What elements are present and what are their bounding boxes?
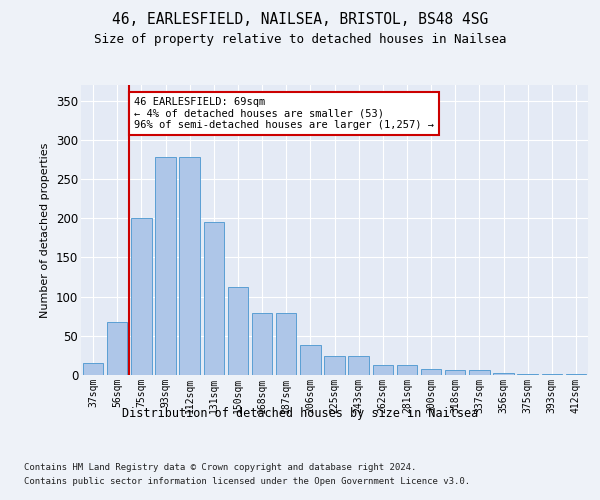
Bar xyxy=(421,368,442,375)
Bar xyxy=(493,372,514,375)
Text: Contains public sector information licensed under the Open Government Licence v3: Contains public sector information licen… xyxy=(24,478,470,486)
Bar xyxy=(324,356,345,375)
Bar xyxy=(517,374,538,375)
Bar xyxy=(469,370,490,375)
Bar xyxy=(542,374,562,375)
Bar xyxy=(227,287,248,375)
Bar xyxy=(252,313,272,375)
Text: 46, EARLESFIELD, NAILSEA, BRISTOL, BS48 4SG: 46, EARLESFIELD, NAILSEA, BRISTOL, BS48 … xyxy=(112,12,488,28)
Bar xyxy=(397,365,417,375)
Bar xyxy=(276,313,296,375)
Bar xyxy=(107,322,127,375)
Bar xyxy=(83,363,103,375)
Bar xyxy=(566,374,586,375)
Bar xyxy=(203,222,224,375)
Bar xyxy=(445,370,466,375)
Text: Distribution of detached houses by size in Nailsea: Distribution of detached houses by size … xyxy=(122,408,478,420)
Bar xyxy=(373,365,393,375)
Text: 46 EARLESFIELD: 69sqm
← 4% of detached houses are smaller (53)
96% of semi-detac: 46 EARLESFIELD: 69sqm ← 4% of detached h… xyxy=(134,97,434,130)
Y-axis label: Number of detached properties: Number of detached properties xyxy=(40,142,50,318)
Bar xyxy=(300,345,320,375)
Bar xyxy=(131,218,152,375)
Bar xyxy=(349,356,369,375)
Bar xyxy=(179,157,200,375)
Text: Size of property relative to detached houses in Nailsea: Size of property relative to detached ho… xyxy=(94,32,506,46)
Bar xyxy=(155,157,176,375)
Text: Contains HM Land Registry data © Crown copyright and database right 2024.: Contains HM Land Registry data © Crown c… xyxy=(24,462,416,471)
